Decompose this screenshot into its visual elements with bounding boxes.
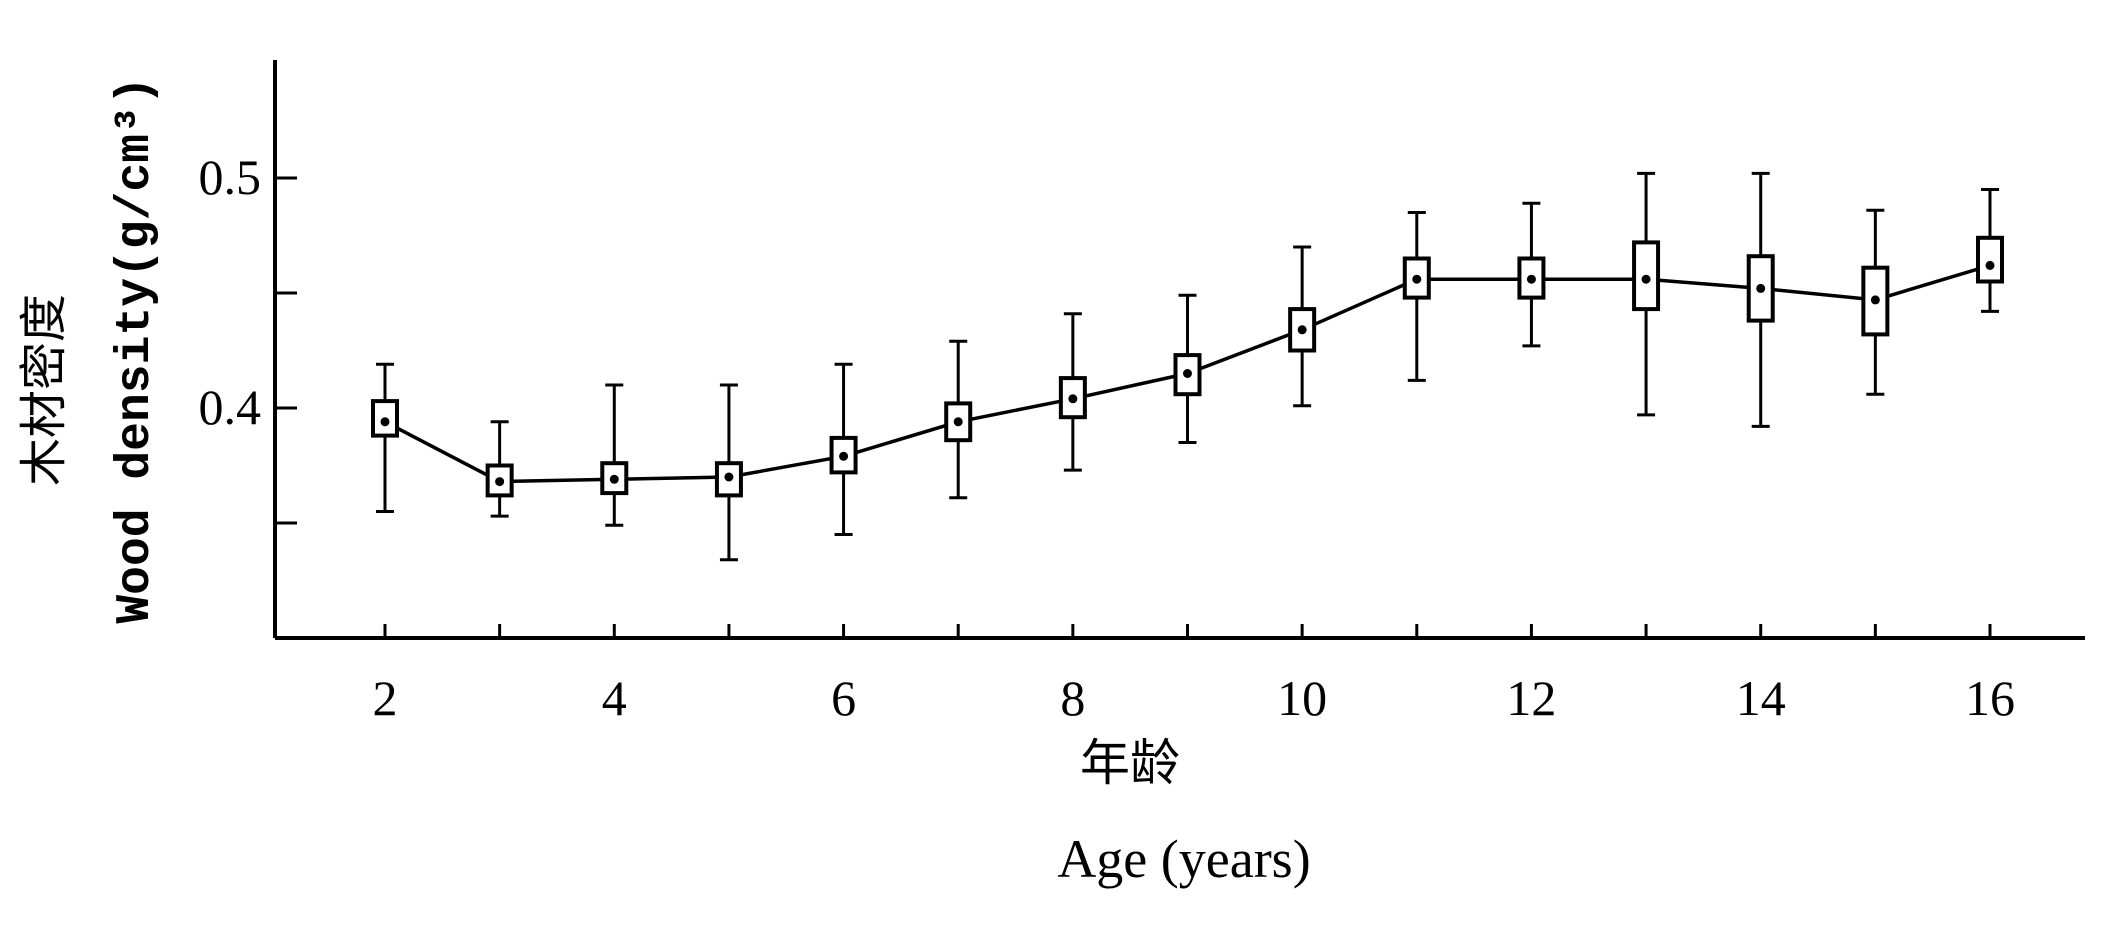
- x-tick-label: 6: [831, 670, 856, 726]
- box: [1402, 256, 1431, 300]
- x-tick-label: 16: [1965, 670, 2015, 726]
- data-point: [839, 451, 849, 461]
- boxplot: [714, 383, 743, 562]
- x-tick-label: 8: [1060, 670, 1085, 726]
- x-axis-label: Age (years): [1057, 829, 1310, 889]
- data-point: [953, 417, 963, 427]
- x-tick-label: 10: [1277, 670, 1327, 726]
- boxplot: [1173, 293, 1202, 444]
- data-point: [495, 477, 505, 487]
- y-axis-label-cn: 木材密度: [16, 294, 72, 486]
- boxplot: [485, 420, 514, 518]
- data-point: [1985, 260, 1995, 270]
- data-point: [1412, 274, 1422, 284]
- boxplot: [1861, 208, 1890, 396]
- data-point: [724, 472, 734, 482]
- box: [944, 401, 973, 443]
- y-tick-label: 0.5: [199, 149, 262, 205]
- y-tick-label: 0.4: [199, 379, 262, 435]
- y-ticks: 0.4 0.5: [199, 149, 297, 525]
- x-tick-label: 2: [373, 670, 398, 726]
- data-point: [380, 417, 390, 427]
- box: [1976, 235, 2004, 284]
- data-point: [1068, 394, 1078, 404]
- data-point: [1183, 369, 1192, 378]
- box: [485, 463, 514, 498]
- box: [1632, 240, 1661, 312]
- boxplot: [1517, 201, 1546, 348]
- x-axis-label-cn: 年龄: [1080, 734, 1180, 792]
- boxplot: [944, 339, 973, 500]
- boxplot: [1632, 171, 1661, 417]
- boxplot: [1288, 245, 1317, 408]
- boxplot: [1976, 188, 2004, 313]
- x-tick-label: 4: [602, 670, 627, 726]
- data-point: [1870, 295, 1880, 305]
- x-ticks: 2 4 6 8 10 12 14 16: [373, 624, 2015, 726]
- boxplot: [829, 362, 858, 536]
- boxplot: [1402, 211, 1431, 382]
- y-axis-label: Wood density(g/cm³): [109, 76, 163, 623]
- data-point: [1526, 274, 1536, 284]
- data-point: [1756, 283, 1766, 293]
- boxplot: [1746, 171, 1775, 428]
- x-tick-label: 14: [1736, 670, 1786, 726]
- data-point: [609, 474, 619, 484]
- boxplots: [371, 171, 2004, 562]
- axes: [273, 60, 2085, 640]
- x-tick-label: 12: [1506, 670, 1556, 726]
- boxplot: [1058, 312, 1087, 472]
- data-point: [1641, 274, 1651, 284]
- boxplot: [371, 362, 399, 513]
- box: [1173, 353, 1202, 397]
- boxplot: [600, 383, 629, 527]
- data-point: [1297, 325, 1307, 335]
